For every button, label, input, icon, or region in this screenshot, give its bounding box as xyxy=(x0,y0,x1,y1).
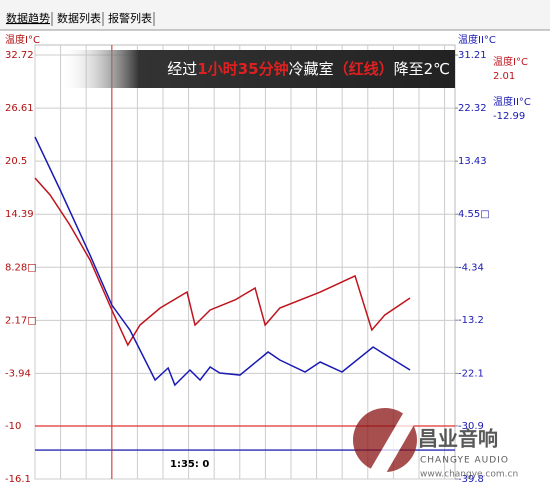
y-tick-label: -10 xyxy=(5,421,21,432)
y2-tick-label: 31.21 xyxy=(458,50,487,61)
y-axis-label: 温度I°C xyxy=(5,33,40,46)
watermark-english: CHANGYE AUDIO xyxy=(420,456,509,466)
banner-text: 经过1小时35分钟冷藏室（红线）降至2℃ xyxy=(167,60,450,78)
legend-name: 温度II°C xyxy=(493,95,531,108)
y-tick-label: -16.1 xyxy=(5,474,31,485)
watermark-url: www.changye.com.cn xyxy=(420,470,518,480)
y-tick-label: -3.94 xyxy=(5,368,31,379)
y2-tick-label: -13.2 xyxy=(458,315,484,326)
banner-part: 冷藏室 xyxy=(289,60,334,78)
tab-bar xyxy=(0,0,550,30)
y-tick-label: 8.28□ xyxy=(5,262,37,273)
y2-tick-label: 22.32 xyxy=(458,103,487,114)
y2-tick-label: -4.34 xyxy=(458,262,484,273)
banner-part: 降至2℃ xyxy=(394,60,450,78)
watermark: 昌业音响 CHANGYE AUDIO www.changye.com.cn xyxy=(353,408,518,480)
y2-axis-label: 温度II°C xyxy=(458,33,496,46)
time-marker-label: 1:35: 0 xyxy=(170,459,209,470)
legend-name: 温度I°C xyxy=(493,55,528,68)
watermark-logo-cut xyxy=(370,410,418,475)
y-tick-label: 26.61 xyxy=(5,103,34,114)
legend-current: -12.99 xyxy=(493,111,525,122)
y-tick-label: 32.72 xyxy=(5,50,34,61)
y2-tick-label: -30.9 xyxy=(458,421,484,432)
legend-current: 2.01 xyxy=(493,71,515,82)
tab[interactable]: 数据趋势 xyxy=(6,11,50,25)
banner xyxy=(60,50,455,88)
y2-tick-label: -39.8 xyxy=(458,474,484,485)
banner-part: 1小时35分钟 xyxy=(197,60,288,78)
tab[interactable]: 数据列表 xyxy=(57,11,101,25)
y-tick-label: 14.39 xyxy=(5,209,34,220)
watermark-brand: 昌业音响 xyxy=(418,427,498,451)
banner-part: 经过 xyxy=(167,60,197,78)
series-line xyxy=(34,177,411,347)
y2-tick-label: -22.1 xyxy=(458,368,484,379)
banner-part: （红线） xyxy=(334,60,394,78)
tab[interactable]: 报警列表 xyxy=(108,11,152,25)
y-tick-label: 20.5 xyxy=(5,156,27,167)
series-line xyxy=(34,136,411,387)
y-tick-label: 2.17□ xyxy=(5,315,37,326)
y2-tick-label: 4.55□ xyxy=(458,209,490,220)
y2-tick-label: 13.43 xyxy=(458,156,487,167)
